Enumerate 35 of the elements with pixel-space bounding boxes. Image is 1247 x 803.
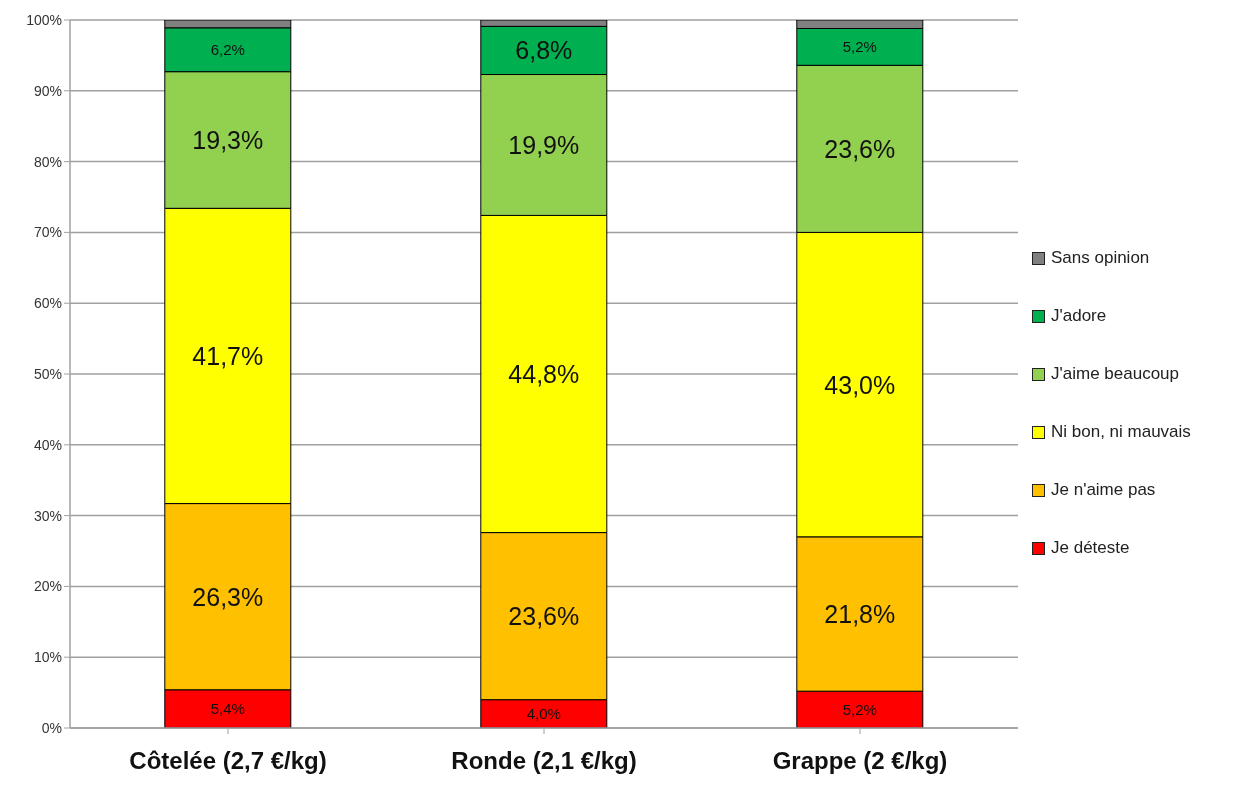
- data-label: 19,9%: [508, 130, 580, 159]
- data-label: 41,7%: [192, 341, 264, 370]
- y-tick-label: 80%: [33, 153, 62, 170]
- y-tick-label: 50%: [33, 365, 62, 382]
- x-tick-label: Grappe (2 €/kg): [772, 747, 948, 775]
- y-tick-label: 60%: [33, 295, 62, 312]
- data-label: 44,8%: [508, 360, 580, 388]
- y-tick-label: 90%: [33, 82, 62, 99]
- y-tick-label: 20%: [33, 578, 62, 595]
- legend-label: Je n'aime pas: [1051, 480, 1156, 500]
- data-label: 4,0%: [526, 705, 561, 723]
- y-tick-label: 0%: [41, 719, 62, 736]
- data-label: 23,6%: [824, 134, 896, 163]
- legend-label: J'aime beaucoup: [1051, 364, 1179, 384]
- y-tick-label: 100%: [26, 11, 62, 28]
- legend-label: Je déteste: [1051, 538, 1130, 558]
- data-label: 23,6%: [508, 602, 580, 631]
- y-tick-label: 30%: [33, 507, 62, 524]
- data-label: 26,3%: [192, 582, 264, 611]
- y-tick-label: 10%: [33, 649, 62, 666]
- data-label: 5,4%: [210, 700, 245, 718]
- data-label: 5,2%: [842, 701, 877, 719]
- data-label: 6,2%: [210, 41, 245, 59]
- data-label: 21,8%: [824, 600, 896, 629]
- x-tick-label: Côtelée (2,7 €/kg): [129, 747, 327, 775]
- y-tick-label: 40%: [33, 436, 62, 453]
- legend-label: J'adore: [1051, 306, 1107, 326]
- legend-label: Ni bon, ni mauvais: [1051, 422, 1191, 442]
- x-tick-label: Ronde (2,1 €/kg): [451, 747, 637, 775]
- data-label: 5,2%: [842, 38, 877, 56]
- data-label: 43,0%: [824, 370, 896, 399]
- data-label: 19,3%: [192, 126, 264, 155]
- y-tick-label: 70%: [33, 224, 62, 241]
- legend-label: Sans opinion: [1051, 248, 1150, 268]
- data-label: 6,8%: [515, 36, 573, 65]
